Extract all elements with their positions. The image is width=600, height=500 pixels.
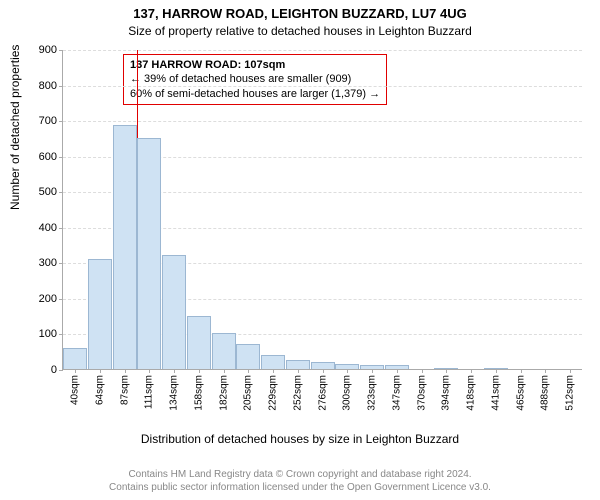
xtick-label: 512sqm [565, 375, 576, 411]
xtick-label: 252sqm [292, 375, 303, 411]
xtick-mark [347, 369, 348, 373]
xtick-label: 323sqm [367, 375, 378, 411]
xtick-label: 134sqm [169, 375, 180, 411]
ytick-mark [59, 50, 63, 51]
xtick-mark [224, 369, 225, 373]
xtick-mark [323, 369, 324, 373]
xtick-mark [199, 369, 200, 373]
xtick-mark [545, 369, 546, 373]
xtick-label: 111sqm [144, 375, 155, 409]
xtick-label: 394sqm [441, 375, 452, 411]
xtick-mark [372, 369, 373, 373]
xtick-mark [422, 369, 423, 373]
bar [137, 138, 161, 369]
ytick-label: 900 [39, 44, 57, 56]
y-axis-label: Number of detached properties [8, 45, 22, 210]
x-axis-label: Distribution of detached houses by size … [0, 432, 600, 446]
ytick-label: 100 [39, 328, 57, 340]
ytick-mark [59, 121, 63, 122]
ytick-mark [59, 157, 63, 158]
plot-area: 137 HARROW ROAD: 107sqm ← 39% of detache… [62, 50, 582, 370]
ytick-label: 200 [39, 293, 57, 305]
xtick-mark [397, 369, 398, 373]
chart-title-1: 137, HARROW ROAD, LEIGHTON BUZZARD, LU7 … [0, 6, 600, 21]
bar [212, 333, 236, 369]
xtick-label: 87sqm [119, 375, 130, 405]
xtick-label: 418sqm [466, 375, 477, 411]
xtick-label: 347sqm [391, 375, 402, 411]
xtick-label: 465sqm [515, 375, 526, 411]
ytick-mark [59, 192, 63, 193]
bar [236, 344, 260, 369]
xtick-label: 40sqm [70, 375, 81, 405]
xtick-mark [446, 369, 447, 373]
ytick-label: 400 [39, 222, 57, 234]
xtick-label: 441sqm [490, 375, 501, 411]
xtick-label: 158sqm [193, 375, 204, 411]
xtick-mark [125, 369, 126, 373]
xtick-label: 64sqm [94, 375, 105, 405]
xtick-mark [298, 369, 299, 373]
ytick-mark [59, 370, 63, 371]
ytick-label: 800 [39, 80, 57, 92]
ytick-mark [59, 334, 63, 335]
xtick-mark [248, 369, 249, 373]
chart-container: 137, HARROW ROAD, LEIGHTON BUZZARD, LU7 … [0, 0, 600, 500]
ytick-label: 600 [39, 151, 57, 163]
xtick-label: 182sqm [218, 375, 229, 411]
ytick-label: 500 [39, 186, 57, 198]
annotation-title: 137 HARROW ROAD: 107sqm [130, 58, 380, 72]
chart-title-2: Size of property relative to detached ho… [0, 24, 600, 38]
gridline [63, 50, 582, 51]
xtick-mark [570, 369, 571, 373]
ytick-mark [59, 228, 63, 229]
footer-line-2: Contains public sector information licen… [0, 482, 600, 495]
annotation-line-2: ← 39% of detached houses are smaller (90… [130, 72, 380, 86]
xtick-mark [149, 369, 150, 373]
attribution-footer: Contains HM Land Registry data © Crown c… [0, 469, 600, 494]
bar [113, 125, 137, 369]
xtick-mark [100, 369, 101, 373]
bar [88, 259, 112, 369]
gridline [63, 121, 582, 122]
xtick-mark [496, 369, 497, 373]
bar [286, 360, 310, 369]
bar [162, 255, 186, 369]
xtick-mark [273, 369, 274, 373]
bar [63, 348, 87, 369]
bar [311, 362, 335, 369]
annotation-line-3: 60% of semi-detached houses are larger (… [130, 87, 380, 101]
footer-line-1: Contains HM Land Registry data © Crown c… [0, 469, 600, 482]
xtick-label: 300sqm [342, 375, 353, 411]
xtick-mark [521, 369, 522, 373]
ytick-label: 300 [39, 257, 57, 269]
ytick-mark [59, 263, 63, 264]
xtick-label: 488sqm [540, 375, 551, 411]
bar [261, 355, 285, 369]
ytick-label: 0 [51, 364, 57, 376]
xtick-label: 229sqm [268, 375, 279, 411]
gridline [63, 86, 582, 87]
xtick-label: 276sqm [317, 375, 328, 411]
xtick-label: 370sqm [416, 375, 427, 411]
ytick-mark [59, 299, 63, 300]
bar [187, 316, 211, 369]
ytick-label: 700 [39, 115, 57, 127]
annotation-box: 137 HARROW ROAD: 107sqm ← 39% of detache… [123, 54, 387, 105]
xtick-mark [75, 369, 76, 373]
xtick-label: 205sqm [243, 375, 254, 411]
xtick-mark [471, 369, 472, 373]
xtick-mark [174, 369, 175, 373]
ytick-mark [59, 86, 63, 87]
